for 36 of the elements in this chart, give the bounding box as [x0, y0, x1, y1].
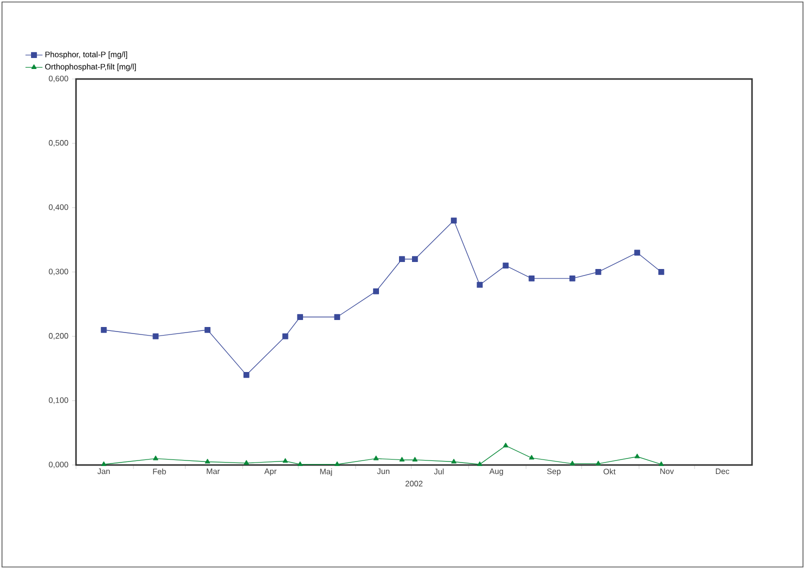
point [101, 461, 106, 466]
point [282, 458, 288, 463]
point [595, 269, 602, 275]
point [528, 275, 535, 282]
point [399, 456, 405, 462]
point [399, 256, 405, 262]
point [334, 461, 340, 466]
point [334, 314, 340, 320]
point [570, 460, 575, 466]
point [477, 461, 482, 466]
point [529, 454, 534, 460]
point [451, 458, 456, 464]
point [658, 461, 664, 466]
point [100, 326, 107, 333]
point [634, 454, 640, 458]
point [476, 282, 483, 288]
point [658, 269, 664, 275]
point [298, 461, 303, 466]
point [373, 456, 379, 460]
point [450, 218, 457, 224]
point [204, 458, 210, 464]
point [297, 314, 304, 320]
point [373, 288, 379, 294]
point [243, 372, 250, 378]
point [502, 262, 509, 268]
point [153, 456, 158, 460]
point [282, 333, 288, 340]
point [412, 256, 418, 262]
point [152, 333, 159, 340]
point [244, 460, 249, 465]
point [503, 442, 508, 448]
point [412, 456, 418, 462]
point [204, 326, 210, 333]
point [596, 460, 601, 466]
point [634, 250, 640, 256]
point [569, 275, 576, 282]
